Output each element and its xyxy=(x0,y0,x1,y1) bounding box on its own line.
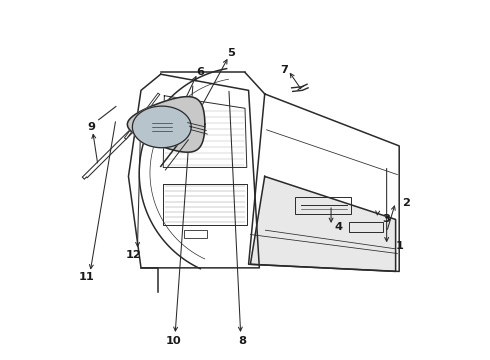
Text: 11: 11 xyxy=(78,272,95,282)
Text: 4: 4 xyxy=(334,222,342,231)
Polygon shape xyxy=(250,176,395,271)
Bar xyxy=(295,197,351,214)
Text: 2: 2 xyxy=(402,198,410,208)
Polygon shape xyxy=(127,96,205,152)
Text: 5: 5 xyxy=(227,48,235,58)
Text: 7: 7 xyxy=(280,64,289,75)
Text: 6: 6 xyxy=(196,67,204,77)
Text: 8: 8 xyxy=(238,336,246,346)
Text: 9: 9 xyxy=(88,122,96,132)
Polygon shape xyxy=(132,106,191,148)
Bar xyxy=(184,230,207,238)
Text: 3: 3 xyxy=(383,215,391,224)
Text: 12: 12 xyxy=(125,249,141,260)
Bar xyxy=(349,222,383,232)
Text: 1: 1 xyxy=(395,241,403,251)
Text: 10: 10 xyxy=(166,336,181,346)
